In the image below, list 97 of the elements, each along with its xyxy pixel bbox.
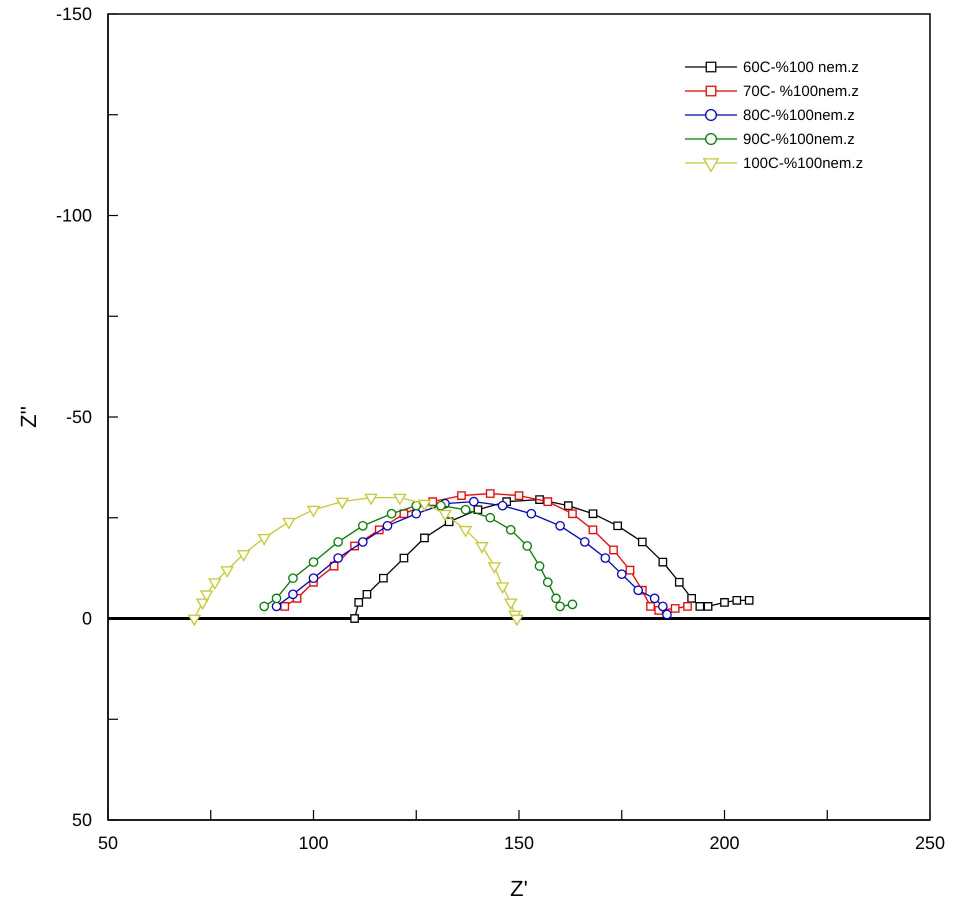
point	[506, 525, 516, 535]
x-tick-label: 250	[914, 832, 946, 853]
point	[330, 562, 338, 570]
point	[354, 598, 364, 607]
point	[551, 594, 561, 604]
point	[460, 504, 470, 515]
point	[588, 509, 598, 518]
point	[485, 512, 496, 523]
y-tick-label: 0	[82, 608, 92, 628]
point	[208, 578, 222, 590]
point	[626, 566, 634, 574]
point	[568, 509, 577, 518]
point	[486, 489, 495, 498]
point	[438, 510, 452, 521]
point	[588, 525, 598, 534]
legend-label: 70C- %100nem.z	[743, 83, 859, 100]
point	[568, 600, 578, 610]
point	[308, 557, 318, 567]
point	[288, 573, 298, 584]
point	[488, 562, 501, 574]
point	[382, 520, 392, 531]
point	[358, 537, 368, 547]
legend-label: 90C-%100nem.z	[743, 131, 855, 148]
legend-label: 80C-%100nem.z	[743, 107, 855, 124]
point	[662, 610, 672, 620]
x-axis-title: Z'	[510, 876, 528, 901]
point	[704, 602, 712, 611]
point	[616, 569, 627, 579]
point	[683, 602, 692, 611]
point	[474, 505, 482, 514]
point	[420, 534, 429, 542]
point	[200, 590, 213, 602]
point	[498, 500, 508, 510]
y-tick-label: -150	[56, 4, 92, 24]
point	[400, 554, 408, 562]
point	[288, 589, 298, 600]
point	[555, 520, 565, 531]
y-tick-label: -50	[66, 406, 92, 427]
legend-label: 60C-%100 nem.z	[743, 59, 859, 76]
point	[358, 520, 368, 531]
point	[514, 491, 524, 500]
y-tick-label: -100	[56, 205, 92, 226]
point	[720, 598, 729, 607]
legend-label: 100C-%100nem.z	[743, 155, 864, 172]
point	[258, 534, 270, 546]
point	[308, 573, 318, 584]
point	[687, 594, 696, 603]
point	[272, 602, 282, 612]
point	[674, 578, 684, 587]
point	[362, 590, 372, 599]
point	[280, 602, 290, 611]
point	[658, 602, 668, 612]
point	[732, 596, 742, 605]
point	[534, 561, 544, 571]
point	[646, 602, 655, 611]
x-tick-label: 100	[298, 832, 329, 853]
point	[259, 602, 270, 612]
point	[510, 614, 524, 626]
point	[457, 491, 466, 500]
point	[744, 596, 754, 605]
point	[282, 518, 296, 529]
point	[411, 508, 422, 519]
point	[670, 604, 680, 613]
point	[504, 598, 518, 610]
point	[188, 614, 201, 626]
point	[555, 602, 565, 612]
point	[650, 594, 660, 604]
point	[333, 537, 343, 547]
point	[580, 537, 590, 547]
x-tick-label: 150	[504, 832, 534, 853]
point	[526, 508, 536, 519]
point	[386, 508, 396, 519]
point	[220, 566, 234, 578]
point	[542, 577, 553, 588]
point	[436, 500, 446, 510]
point	[613, 521, 622, 530]
point	[600, 553, 610, 563]
y-tick-label: 50	[72, 810, 92, 830]
point	[658, 558, 668, 566]
point	[522, 541, 532, 551]
point	[609, 546, 618, 554]
point	[379, 574, 388, 583]
point	[543, 497, 552, 506]
x-tick-label: 50	[98, 832, 118, 853]
point	[333, 553, 343, 563]
y-axis-title: Z''	[16, 406, 41, 428]
point	[468, 496, 479, 506]
point	[695, 602, 704, 611]
point	[196, 598, 209, 610]
point	[633, 585, 644, 596]
x-tick-label: 200	[709, 832, 740, 853]
point	[459, 526, 472, 537]
point	[564, 501, 573, 510]
point	[350, 614, 359, 623]
point	[272, 594, 282, 604]
point	[638, 538, 647, 546]
point	[496, 582, 509, 594]
